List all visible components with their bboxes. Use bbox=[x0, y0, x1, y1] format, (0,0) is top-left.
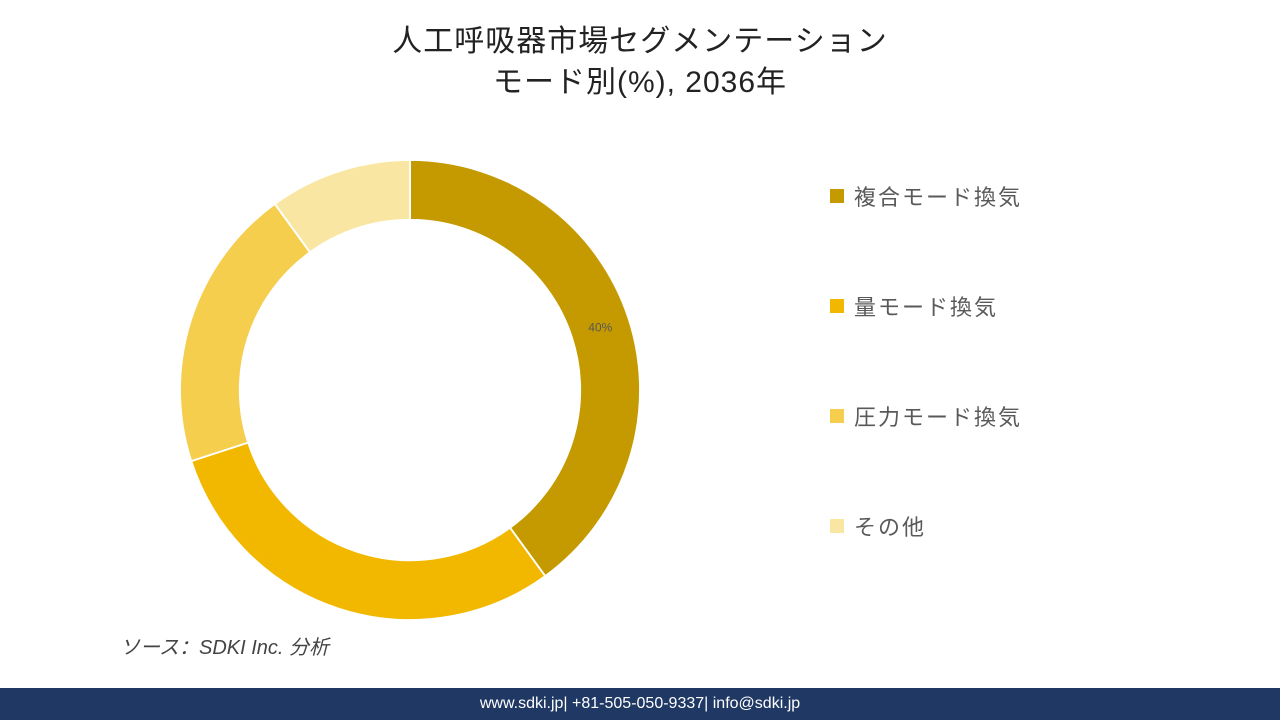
source-text: ソース：SDKI Inc. 分析 bbox=[120, 631, 329, 660]
legend-item: 複合モード換気 bbox=[830, 180, 1230, 212]
footer-phone: +81-505-050-9337 bbox=[563, 695, 704, 713]
donut-svg: 40% bbox=[180, 160, 640, 620]
title-line-1: 人工呼吸器市場セグメンテーション bbox=[0, 22, 1280, 63]
legend-swatch bbox=[830, 189, 844, 203]
donut-segment bbox=[191, 443, 545, 620]
chart-title: 人工呼吸器市場セグメンテーション モード別(%), 2036年 bbox=[0, 0, 1280, 103]
legend-label: その他 bbox=[854, 510, 926, 542]
legend-label: 量モード換気 bbox=[854, 290, 998, 322]
segment-pct-label: 40% bbox=[588, 320, 612, 334]
footer-bar: www.sdki.jp +81-505-050-9337 info@sdki.j… bbox=[0, 688, 1280, 720]
footer-email: info@sdki.jp bbox=[704, 695, 800, 713]
legend-item: 圧力モード換気 bbox=[830, 400, 1230, 432]
chart-legend: 複合モード換気量モード換気圧力モード換気その他 bbox=[830, 180, 1230, 542]
donut-segment bbox=[180, 204, 310, 461]
legend-swatch bbox=[830, 409, 844, 423]
legend-label: 複合モード換気 bbox=[854, 180, 1022, 212]
legend-swatch bbox=[830, 519, 844, 533]
legend-swatch bbox=[830, 299, 844, 313]
legend-label: 圧力モード換気 bbox=[854, 400, 1022, 432]
footer-website: www.sdki.jp bbox=[480, 695, 564, 713]
donut-chart: 40% bbox=[180, 160, 640, 620]
legend-item: 量モード換気 bbox=[830, 290, 1230, 322]
legend-item: その他 bbox=[830, 510, 1230, 542]
donut-segment bbox=[410, 160, 640, 576]
title-line-2: モード別(%), 2036年 bbox=[0, 63, 1280, 104]
